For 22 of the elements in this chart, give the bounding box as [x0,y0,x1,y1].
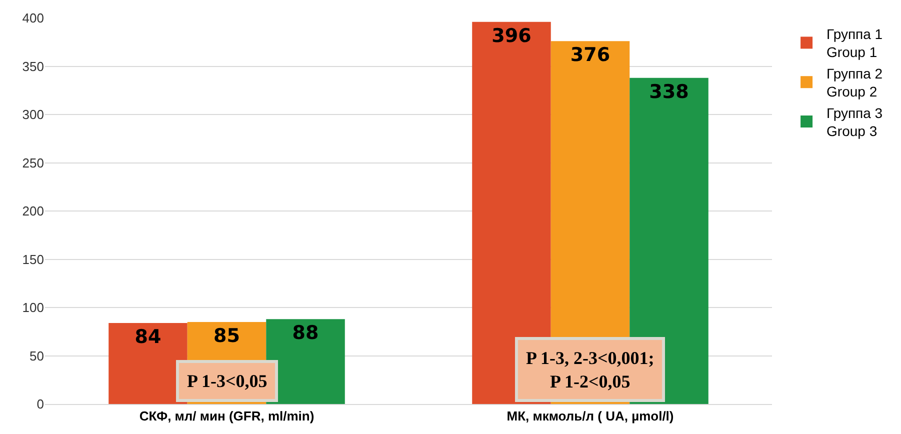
data-label: 376 [570,44,610,66]
x-tick-label: МК, мкмоль/л ( UA, µmol/l) [506,408,674,424]
y-tick-label: 300 [22,107,44,122]
data-label: 396 [492,24,532,47]
annotation: P 1-3, 2-3<0,001; P 1-2<0,05 [526,348,654,392]
y-tick-label: 100 [22,300,44,316]
legend-label: Группа 3 Group 3 [826,104,883,140]
x-tick-label: СКФ, мл/ мин (GFR, ml/min) [139,408,314,424]
y-tick-label: 250 [22,155,44,170]
data-label: 338 [649,80,689,103]
y-tick-label: 50 [30,348,44,364]
data-label: 88 [292,322,319,344]
y-tick-label: 200 [22,204,44,219]
y-tick-label: 150 [22,252,44,267]
annotation: P 1-3<0,05 [187,371,268,391]
data-label: 85 [214,324,240,347]
legend-label: Группа 2 Group 2 [826,65,883,100]
y-tick-label: 0 [36,396,44,412]
data-label: 84 [134,326,162,348]
legend-label: Группа 1 Group 1 [826,26,883,60]
y-tick-label: 400 [22,10,44,26]
y-tick-label: 350 [22,58,44,74]
